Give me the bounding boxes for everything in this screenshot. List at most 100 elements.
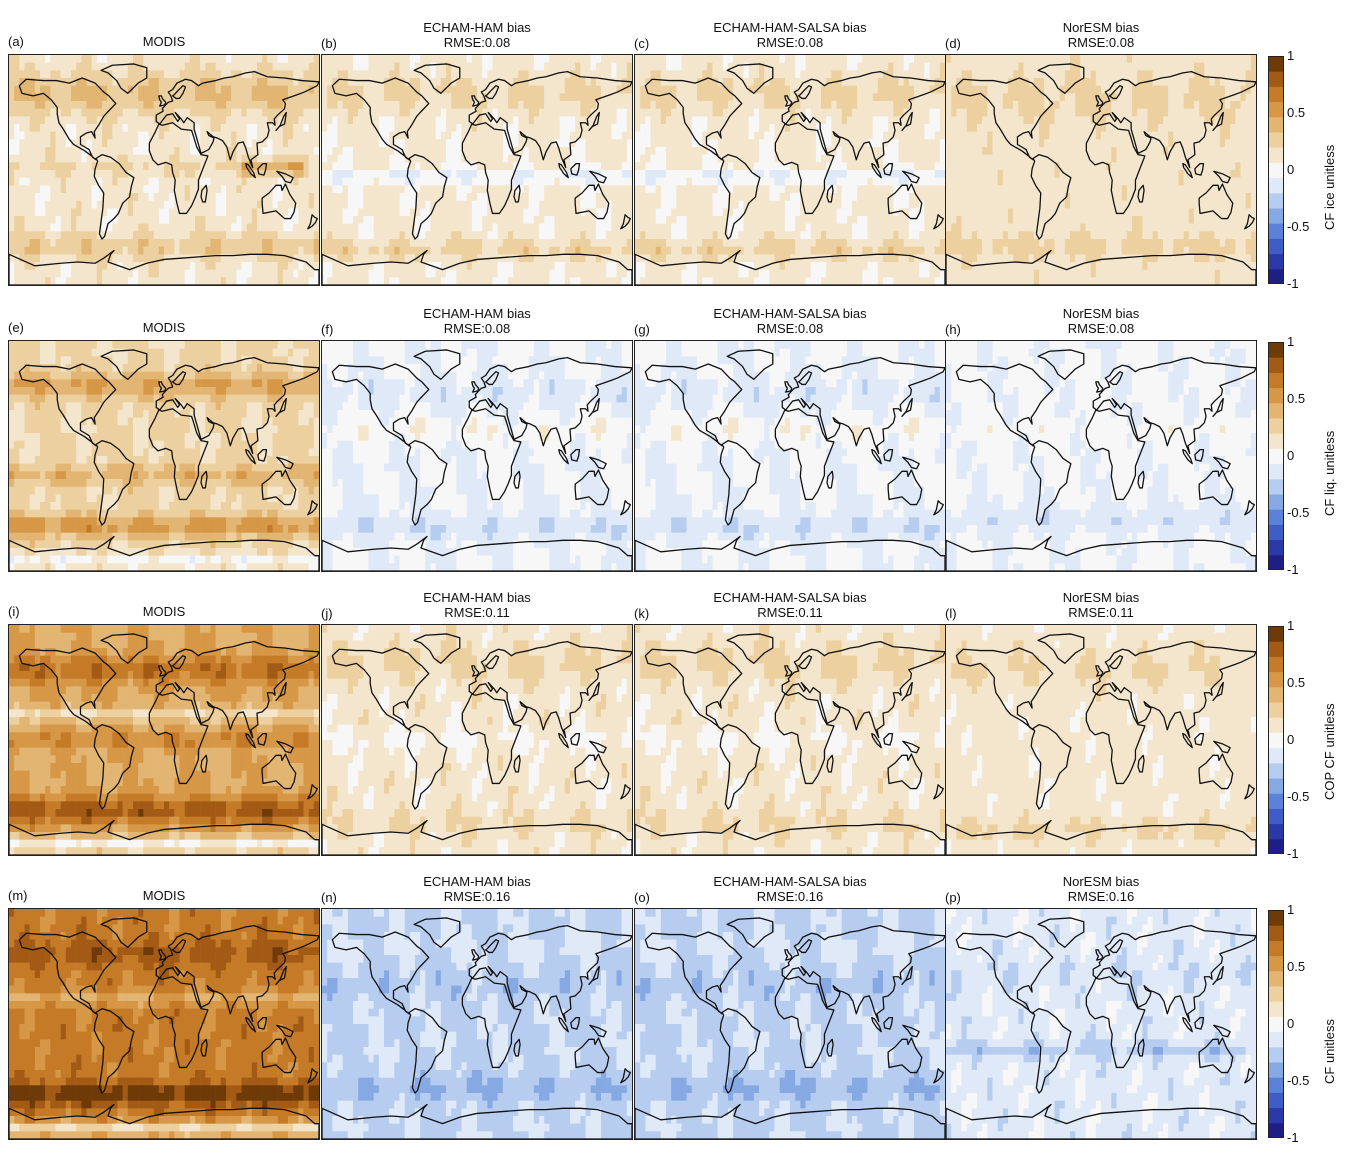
field-cell [733, 185, 738, 193]
field-cell [759, 170, 764, 178]
field-cell [185, 270, 190, 278]
field-cell [216, 231, 221, 239]
field-cell [50, 55, 55, 63]
field-cell [596, 270, 601, 278]
field-cell [728, 170, 733, 178]
field-cell [904, 147, 909, 155]
field-cell [185, 231, 190, 239]
field-cell [775, 201, 780, 209]
field-cell [30, 132, 35, 140]
field-cell [857, 216, 862, 224]
field-cell [661, 55, 666, 63]
field-cell [676, 86, 681, 94]
field-cell [503, 208, 508, 216]
field-cell [118, 70, 123, 78]
field-cell [451, 208, 456, 216]
field-cell [477, 63, 482, 71]
field-cell [415, 247, 420, 255]
field-cell [472, 70, 477, 78]
field-cell [180, 55, 185, 63]
field-cell [645, 124, 650, 132]
field-cell [769, 155, 774, 163]
field-cell [544, 55, 549, 63]
field-cell [586, 86, 591, 94]
field-cell [441, 132, 446, 140]
field-cell [92, 270, 97, 278]
field-cell [555, 201, 560, 209]
field-cell [842, 124, 847, 132]
field-cell [718, 109, 723, 117]
field-cell [133, 216, 138, 224]
field-cell [25, 178, 30, 186]
field-cell [935, 70, 940, 78]
field-cell [806, 147, 811, 155]
field-cell [493, 247, 498, 255]
field-cell [405, 193, 410, 201]
field-cell [394, 239, 399, 247]
field-cell [617, 208, 622, 216]
field-cell [107, 139, 112, 147]
field-cell [640, 170, 645, 178]
field-cell [159, 231, 164, 239]
field-cell [862, 116, 867, 124]
field-cell [338, 216, 343, 224]
field-cell [40, 78, 45, 86]
field-cell [754, 132, 759, 140]
field-cell [893, 86, 898, 94]
field-cell [744, 63, 749, 71]
field-cell [283, 231, 288, 239]
field-cell [837, 93, 842, 101]
field-cell [358, 116, 363, 124]
field-cell [45, 224, 50, 232]
field-cell [348, 86, 353, 94]
field-cell [617, 63, 622, 71]
field-cell [169, 63, 174, 71]
field-cell [221, 239, 226, 247]
field-cell [518, 216, 523, 224]
field-cell [935, 93, 940, 101]
field-cell [102, 147, 107, 155]
field-cell [76, 162, 81, 170]
field-cell [112, 132, 117, 140]
field-cell [534, 178, 539, 186]
field-cell [640, 185, 645, 193]
field-cell [61, 101, 66, 109]
field-cell [749, 55, 754, 63]
field-cell [278, 78, 283, 86]
field-cell [914, 201, 919, 209]
field-cell [503, 55, 508, 63]
field-cell [441, 224, 446, 232]
map-svg [322, 55, 632, 285]
field-cell [606, 247, 611, 255]
field-cell [697, 101, 702, 109]
field-cell [534, 201, 539, 209]
field-cell [775, 70, 780, 78]
field-cell [252, 63, 257, 71]
field-cell [883, 78, 888, 86]
field-cell [924, 193, 929, 201]
field-cell [493, 270, 498, 278]
field-cell [338, 86, 343, 94]
field-cell [601, 109, 606, 117]
field-cell [806, 208, 811, 216]
field-cell [697, 224, 702, 232]
field-cell [627, 116, 632, 124]
field-cell [92, 201, 97, 209]
field-cell [451, 109, 456, 117]
field-cell [128, 277, 133, 285]
field-cell [358, 231, 363, 239]
field-cell [169, 178, 174, 186]
field-shading [9, 55, 319, 285]
field-cell [713, 170, 718, 178]
field-cell [924, 208, 929, 216]
field-cell [441, 208, 446, 216]
field-cell [539, 93, 544, 101]
field-cell [549, 162, 554, 170]
field-cell [806, 132, 811, 140]
field-cell [682, 63, 687, 71]
field-cell [190, 277, 195, 285]
field-cell [358, 78, 363, 86]
field-cell [61, 139, 66, 147]
field-cell [304, 155, 309, 163]
field-cell [332, 216, 337, 224]
